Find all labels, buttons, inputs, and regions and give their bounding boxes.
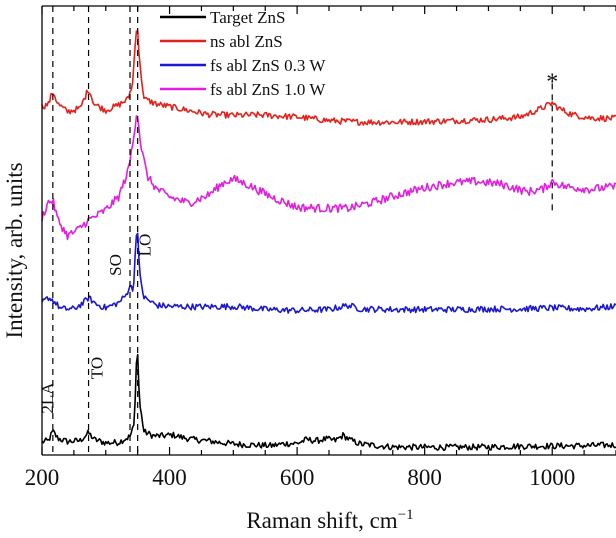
x-tick-label: 400: [152, 465, 187, 490]
legend-label: Target ZnS: [210, 8, 285, 27]
x-axis-label: Raman shift, cm−1: [246, 507, 413, 533]
legend-label: ns abl ZnS: [210, 32, 283, 51]
x-tick-label: 800: [407, 465, 442, 490]
annotation-label: LO: [136, 234, 155, 257]
legend: Target ZnS ns abl ZnS fs abl ZnS 0.3 W fs a…: [156, 6, 416, 100]
x-tick-label: 1000: [529, 465, 575, 490]
series-line-4: [41, 115, 616, 241]
annotation-label: TO: [88, 357, 107, 379]
x-tick-label: 600: [280, 465, 315, 490]
x-axis-label-superscript: −1: [398, 507, 414, 523]
legend-label: fs abl ZnS 1.0 W: [210, 80, 326, 99]
annotation-label: SO: [106, 254, 125, 276]
series-line-3: [41, 232, 616, 314]
annotation-label: 2LA: [38, 382, 57, 414]
axis-labels: Raman shift, cm−1 Intensity, arb. units: [2, 162, 414, 533]
legend-backdrop: [156, 78, 416, 100]
legend-backdrop: [156, 54, 416, 76]
legend-label: fs abl ZnS 0.3 W: [210, 56, 326, 75]
y-axis-label: Intensity, arb. units: [2, 162, 27, 338]
legend-backdrop: [156, 6, 416, 28]
series-line-1: [41, 353, 616, 452]
x-tick-label: 200: [25, 465, 60, 490]
axes: 200 400 600 800 1000: [25, 5, 616, 490]
legend-backdrop: [156, 30, 416, 52]
annotation-label: *: [546, 69, 558, 95]
